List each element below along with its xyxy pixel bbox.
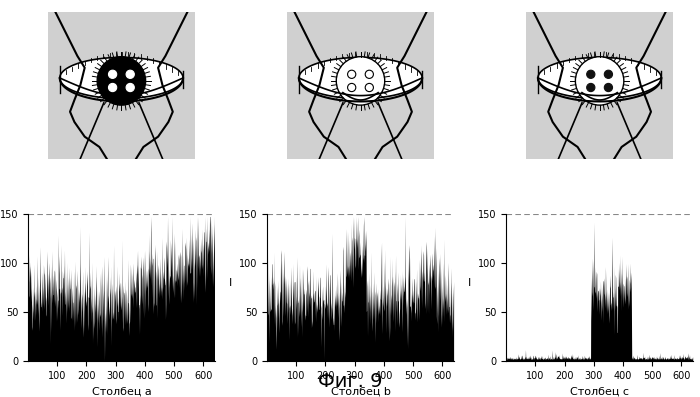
Circle shape [587,83,595,92]
Circle shape [575,57,624,105]
Circle shape [365,83,373,92]
Polygon shape [299,58,422,98]
Polygon shape [526,12,673,159]
X-axis label: Столбец a: Столбец a [92,387,151,397]
Polygon shape [287,85,343,159]
Circle shape [108,83,117,92]
Circle shape [126,70,134,78]
Y-axis label: I: I [229,278,232,288]
Circle shape [604,83,612,92]
X-axis label: Столбец c: Столбец c [570,387,629,397]
Text: Фиг. 9: Фиг. 9 [318,372,382,391]
Polygon shape [526,85,582,159]
Circle shape [108,70,117,78]
Circle shape [348,83,356,92]
Polygon shape [287,12,434,159]
Y-axis label: I: I [468,278,471,288]
Circle shape [336,57,385,105]
Circle shape [348,70,356,78]
Circle shape [604,70,612,78]
Polygon shape [139,85,195,159]
Circle shape [97,57,146,105]
Polygon shape [48,12,195,159]
Polygon shape [617,85,673,159]
Circle shape [587,70,595,78]
X-axis label: Столбец b: Столбец b [330,387,391,397]
Circle shape [126,83,134,92]
Polygon shape [60,58,183,98]
Polygon shape [538,58,662,98]
Polygon shape [48,85,104,159]
Polygon shape [378,85,434,159]
Circle shape [365,70,373,78]
